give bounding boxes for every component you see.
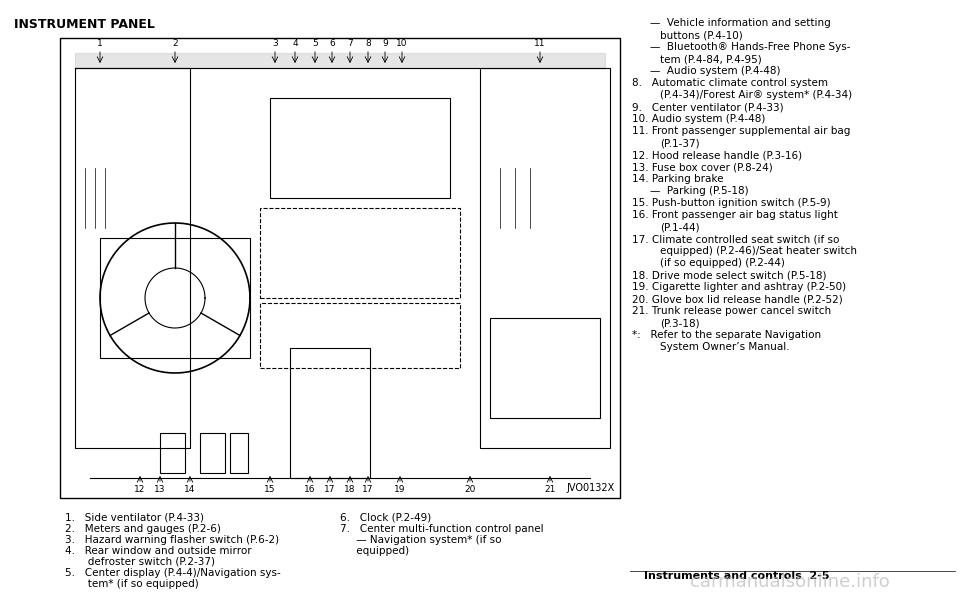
Text: Instruments and controls  2-5: Instruments and controls 2-5 [644,571,830,581]
Bar [230,433,248,473]
Text: 5.   Center display (P.4-4)/Navigation sys-: 5. Center display (P.4-4)/Navigation sys… [65,568,280,578]
Text: 2: 2 [172,39,178,47]
Text: —  Parking (P.5-18): — Parking (P.5-18) [650,186,749,196]
Bar [200,433,225,473]
Text: 8.   Automatic climate control system: 8. Automatic climate control system [632,78,828,88]
Text: (P.3-18): (P.3-18) [660,318,700,328]
Text: 15. Push-button ignition switch (P.5-9): 15. Push-button ignition switch (P.5-9) [632,198,830,208]
Text: —  Audio system (P.4-48): — Audio system (P.4-48) [650,66,780,76]
Bar [260,208,460,298]
Text: carmanualsonline.info: carmanualsonline.info [690,573,890,591]
Text: (if so equipped) (P.2-44): (if so equipped) (P.2-44) [660,258,785,268]
Text: 10: 10 [396,39,408,47]
Text: System Owner’s Manual.: System Owner’s Manual. [660,342,790,352]
Text: 6.   Clock (P.2-49): 6. Clock (P.2-49) [340,513,431,523]
Text: 4.   Rear window and outside mirror: 4. Rear window and outside mirror [65,546,252,556]
Text: buttons (P.4-10): buttons (P.4-10) [660,30,743,40]
Text: 6: 6 [329,39,335,47]
Text: 19: 19 [395,486,406,495]
Text: 12. Hood release handle (P.3-16): 12. Hood release handle (P.3-16) [632,150,803,160]
Text: 15: 15 [264,486,276,495]
Bar [100,238,250,358]
Text: 1: 1 [97,39,103,47]
Bar [270,98,450,198]
Text: 14. Parking brake: 14. Parking brake [632,174,724,184]
Text: 14: 14 [184,486,196,495]
Text: (P.4-34)/Forest Air® system* (P.4-34): (P.4-34)/Forest Air® system* (P.4-34) [660,90,852,100]
Bar [290,348,370,478]
Text: 3: 3 [272,39,277,47]
Text: —  Bluetooth® Hands-Free Phone Sys-: — Bluetooth® Hands-Free Phone Sys- [650,42,851,52]
Text: 1.   Side ventilator (P.4-33): 1. Side ventilator (P.4-33) [65,513,204,523]
Text: 4: 4 [292,39,298,47]
Text: 21. Trunk release power cancel switch: 21. Trunk release power cancel switch [632,306,831,316]
Text: (P.1-44): (P.1-44) [660,222,700,232]
Text: 5: 5 [312,39,318,47]
Text: 2.   Meters and gauges (P.2-6): 2. Meters and gauges (P.2-6) [65,524,221,534]
Bar [260,303,460,368]
Text: 9: 9 [382,39,388,47]
Text: 12: 12 [134,486,146,495]
Text: 3.   Hazard warning flasher switch (P.6-2): 3. Hazard warning flasher switch (P.6-2) [65,535,279,545]
Text: 20. Glove box lid release handle (P.2-52): 20. Glove box lid release handle (P.2-52… [632,294,843,304]
Text: 16. Front passenger air bag status light: 16. Front passenger air bag status light [632,210,838,220]
Text: 18: 18 [345,486,356,495]
Bar [160,433,185,473]
Text: JVO0132X: JVO0132X [566,483,615,493]
Text: (P.1-37): (P.1-37) [660,138,700,148]
Text: 16: 16 [304,486,316,495]
Bar [60,38,620,498]
Text: 20: 20 [465,486,476,495]
Text: 9.   Center ventilator (P.4-33): 9. Center ventilator (P.4-33) [632,102,783,112]
Text: 13: 13 [155,486,166,495]
Text: 18. Drive mode select switch (P.5-18): 18. Drive mode select switch (P.5-18) [632,270,827,280]
Text: tem* (if so equipped): tem* (if so equipped) [65,579,199,589]
Text: 21: 21 [544,486,556,495]
Text: equipped): equipped) [340,546,409,556]
Bar [490,318,600,418]
Text: defroster switch (P.2-37): defroster switch (P.2-37) [65,557,215,567]
Text: —  Vehicle information and setting: — Vehicle information and setting [650,18,830,28]
Text: INSTRUMENT PANEL: INSTRUMENT PANEL [14,18,155,31]
Text: 10. Audio system (P.4-48): 10. Audio system (P.4-48) [632,114,765,124]
Text: 19. Cigarette lighter and ashtray (P.2-50): 19. Cigarette lighter and ashtray (P.2-5… [632,282,846,292]
Text: 13. Fuse box cover (P.8-24): 13. Fuse box cover (P.8-24) [632,162,773,172]
Text: 7.   Center multi-function control panel: 7. Center multi-function control panel [340,524,543,534]
Text: tem (P.4-84, P.4-95): tem (P.4-84, P.4-95) [660,54,761,64]
Text: 11. Front passenger supplemental air bag: 11. Front passenger supplemental air bag [632,126,851,136]
Bar [480,68,610,448]
Text: 7: 7 [348,39,353,47]
Text: *:   Refer to the separate Navigation: *: Refer to the separate Navigation [632,330,821,340]
Text: 17: 17 [324,486,336,495]
Text: 17. Climate controlled seat switch (if so: 17. Climate controlled seat switch (if s… [632,234,839,244]
Text: equipped) (P.2-46)/Seat heater switch: equipped) (P.2-46)/Seat heater switch [660,246,857,256]
Text: — Navigation system* (if so: — Navigation system* (if so [340,535,501,545]
Text: 17: 17 [362,486,373,495]
Text: 8: 8 [365,39,371,47]
Text: 11: 11 [535,39,545,47]
